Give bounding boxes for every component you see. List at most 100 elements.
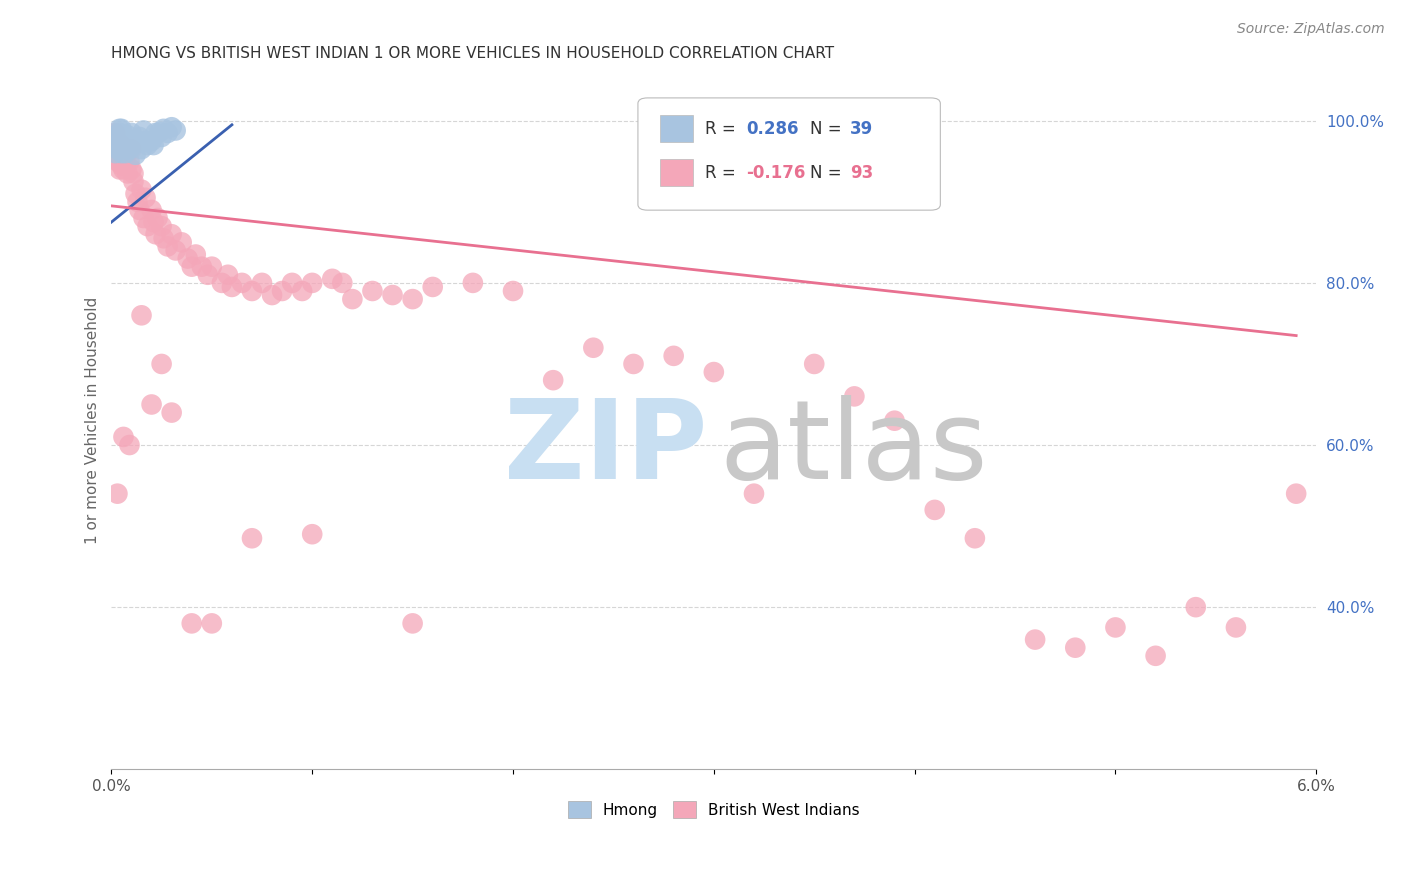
Point	[132, 211, 155, 225]
Point	[107, 486, 129, 500]
Point	[844, 389, 866, 403]
Point	[180, 260, 202, 274]
Point	[142, 138, 165, 153]
Point	[145, 227, 167, 242]
Point	[170, 235, 193, 250]
Point	[124, 186, 146, 201]
FancyBboxPatch shape	[638, 98, 941, 211]
Point	[271, 284, 294, 298]
Text: 93: 93	[851, 163, 873, 181]
Point	[112, 162, 135, 177]
Text: Source: ZipAtlas.com: Source: ZipAtlas.com	[1237, 22, 1385, 37]
Point	[201, 616, 224, 631]
Point	[156, 239, 179, 253]
Point	[118, 438, 141, 452]
Point	[124, 148, 146, 162]
Point	[136, 219, 159, 234]
Point	[117, 128, 139, 143]
Point	[131, 308, 153, 322]
Point	[114, 138, 136, 153]
Point	[110, 158, 132, 172]
Point	[122, 134, 145, 148]
Point	[1184, 600, 1206, 615]
Point	[342, 292, 364, 306]
Point	[1064, 640, 1087, 655]
Point	[107, 142, 129, 156]
Point	[112, 134, 135, 148]
Point	[1024, 632, 1046, 647]
FancyBboxPatch shape	[659, 160, 693, 186]
Point	[103, 138, 125, 153]
Legend: Hmong, British West Indians: Hmong, British West Indians	[561, 795, 866, 824]
Point	[150, 130, 173, 145]
Text: N =: N =	[810, 120, 846, 137]
Point	[135, 191, 157, 205]
Point	[112, 150, 135, 164]
Point	[1225, 620, 1247, 634]
Point	[104, 126, 127, 140]
Point	[703, 365, 725, 379]
Point	[127, 194, 149, 209]
Point	[108, 121, 131, 136]
Point	[121, 162, 143, 177]
Point	[201, 260, 224, 274]
Point	[231, 276, 253, 290]
Point	[165, 244, 187, 258]
Point	[142, 215, 165, 229]
Point	[883, 414, 905, 428]
Text: N =: N =	[810, 163, 846, 181]
Point	[110, 121, 132, 136]
Point	[582, 341, 605, 355]
Point	[117, 146, 139, 161]
Point	[156, 126, 179, 140]
Point	[136, 138, 159, 153]
Point	[502, 284, 524, 298]
Point	[145, 126, 167, 140]
Point	[108, 142, 131, 156]
Text: HMONG VS BRITISH WEST INDIAN 1 OR MORE VEHICLES IN HOUSEHOLD CORRELATION CHART: HMONG VS BRITISH WEST INDIAN 1 OR MORE V…	[111, 46, 835, 62]
Point	[381, 288, 404, 302]
Point	[110, 138, 132, 153]
Point	[112, 142, 135, 156]
Point	[924, 503, 946, 517]
Text: R =: R =	[706, 120, 741, 137]
Point	[240, 531, 263, 545]
Point	[121, 138, 143, 153]
Point	[121, 142, 143, 156]
Text: atlas: atlas	[720, 395, 988, 502]
Point	[963, 531, 986, 545]
Point	[221, 280, 243, 294]
Point	[122, 175, 145, 189]
Point	[160, 120, 183, 135]
Point	[128, 202, 150, 217]
Point	[108, 162, 131, 177]
Point	[127, 134, 149, 148]
Point	[301, 527, 323, 541]
Point	[165, 123, 187, 137]
Point	[107, 130, 129, 145]
Point	[1104, 620, 1126, 634]
Point	[240, 284, 263, 298]
Point	[291, 284, 314, 298]
Point	[1285, 486, 1308, 500]
Point	[121, 139, 143, 153]
Point	[108, 126, 131, 140]
Point	[281, 276, 304, 290]
Point	[122, 166, 145, 180]
FancyBboxPatch shape	[659, 115, 693, 142]
Point	[112, 430, 135, 444]
Text: 39: 39	[851, 120, 873, 137]
Point	[422, 280, 444, 294]
Point	[742, 486, 765, 500]
Point	[401, 292, 423, 306]
Point	[131, 142, 153, 156]
Point	[160, 227, 183, 242]
Point	[160, 406, 183, 420]
Point	[114, 158, 136, 172]
Y-axis label: 1 or more Vehicles in Household: 1 or more Vehicles in Household	[86, 297, 100, 544]
Point	[361, 284, 384, 298]
Point	[180, 616, 202, 631]
Point	[107, 154, 129, 169]
Text: R =: R =	[706, 163, 741, 181]
Point	[108, 136, 131, 151]
